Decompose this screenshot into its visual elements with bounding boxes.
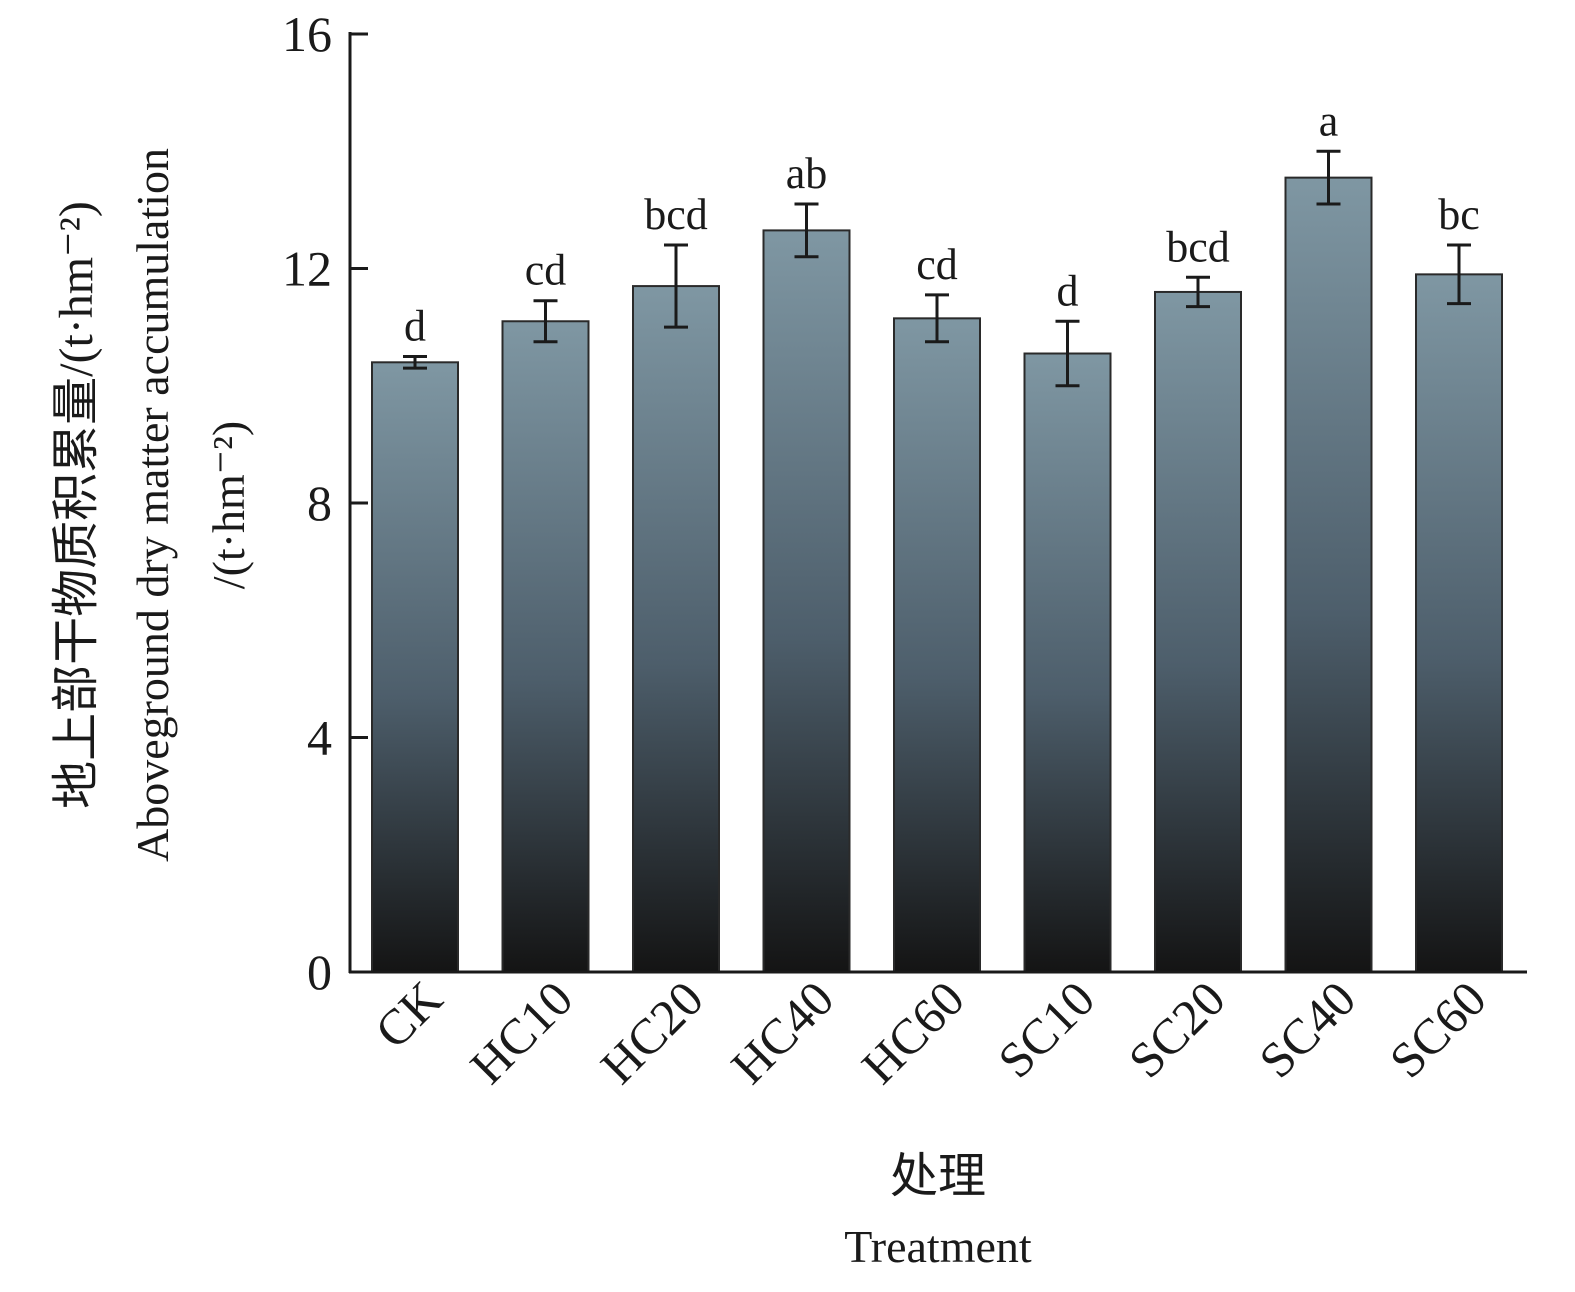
- significance-label-hc60: cd: [916, 240, 958, 289]
- bar-hc60: [893, 317, 981, 973]
- bar-hc10: [501, 320, 590, 973]
- x-tick-label-hc40: HC40: [720, 970, 844, 1094]
- x-axis-title-en: Treatment: [844, 1221, 1032, 1272]
- error-bar-sc10: [1055, 319, 1080, 388]
- x-tick-label-sc10: SC10: [987, 970, 1105, 1088]
- error-bar-hc40: [794, 202, 819, 259]
- y-axis-title-cn: 地上部干物质积累量/(t·hm⁻²): [50, 201, 103, 809]
- x-tick-label-hc10: HC10: [459, 970, 583, 1094]
- significance-label-sc40: a: [1319, 96, 1339, 145]
- significance-label-sc60: bc: [1438, 190, 1480, 239]
- bar-hc20: [632, 285, 720, 973]
- x-axis-title-cn: 处理: [890, 1150, 986, 1203]
- error-bars-layer: [403, 149, 1471, 388]
- significance-label-hc20: bcd: [644, 190, 708, 239]
- x-tick-label-sc60: SC60: [1379, 970, 1497, 1088]
- x-tick-label-sc40: SC40: [1248, 970, 1366, 1088]
- bar-sc20: [1154, 290, 1242, 973]
- error-bar-hc60: [925, 293, 949, 344]
- y-tick-label-0: 0: [307, 944, 332, 1000]
- x-tick-label-hc60: HC60: [851, 970, 975, 1094]
- error-bar-sc60: [1447, 243, 1471, 306]
- significance-labels-layer: d cd bcd ab cd d bcd a bc: [404, 96, 1480, 350]
- significance-label-ck: d: [404, 301, 426, 350]
- y-tick-label-8: 8: [307, 475, 332, 531]
- x-tick-label-hc20: HC20: [590, 970, 714, 1094]
- y-ticks-layer: 0 4 8 12 16: [282, 6, 368, 1000]
- bar-hc40: [762, 229, 851, 974]
- bar-ck: [371, 361, 459, 973]
- x-tick-labels-layer: CK HC10 HC20 HC40 HC60 SC10 SC20 SC40 SC60: [364, 970, 1497, 1094]
- x-tick-label-sc20: SC20: [1118, 970, 1236, 1088]
- significance-label-sc20: bcd: [1166, 222, 1230, 271]
- significance-label-hc40: ab: [786, 149, 828, 198]
- error-bar-ck: [403, 354, 427, 370]
- bars-layer: [371, 176, 1503, 974]
- error-bar-sc20: [1186, 275, 1210, 309]
- y-tick-label-4: 4: [307, 710, 332, 766]
- bar-sc60: [1415, 273, 1503, 973]
- significance-label-hc10: cd: [525, 246, 567, 295]
- significance-label-sc10: d: [1057, 266, 1079, 315]
- error-bar-hc20: [664, 243, 688, 329]
- y-axis-title-en: Aboveground dry matter accumulation: [127, 148, 178, 862]
- error-bar-hc10: [533, 299, 558, 344]
- bar-sc40: [1284, 176, 1373, 974]
- x-tick-label-ck: CK: [364, 970, 453, 1059]
- y-tick-label-16: 16: [282, 6, 332, 62]
- y-tick-label-12: 12: [282, 241, 332, 297]
- error-bar-sc40: [1316, 149, 1341, 206]
- bar-sc10: [1023, 352, 1112, 974]
- y-axis-title-unit: /(t·hm⁻²): [203, 421, 254, 589]
